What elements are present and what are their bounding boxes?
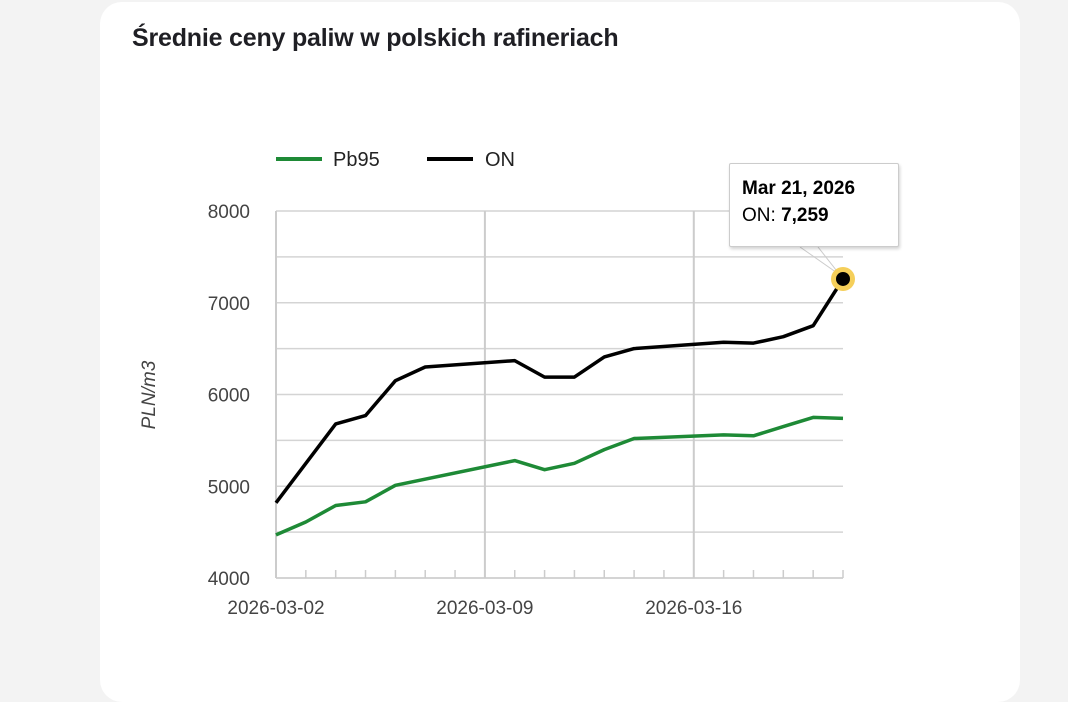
y-axis-labels: 8000 7000 6000 5000 4000	[208, 202, 250, 590]
tooltip: Mar 21, 2026 ON: 7,259	[729, 163, 899, 247]
chart-card	[100, 2, 1020, 702]
tooltip-value: 7,259	[781, 205, 829, 226]
grid-lines	[275, 210, 843, 579]
x-axis-labels: 2026-03-02 2026-03-09 2026-03-16	[227, 598, 742, 619]
x-tick-label: 2026-03-09	[436, 598, 533, 619]
chart-title: Średnie ceny paliw w polskich rafineriac…	[132, 24, 619, 52]
y-tick-label: 6000	[208, 386, 250, 407]
y-tick-label: 4000	[208, 569, 250, 590]
legend-label-pb95: Pb95	[333, 149, 380, 171]
y-tick-label: 7000	[208, 294, 250, 315]
legend-label-on: ON	[485, 149, 515, 171]
tooltip-pointer	[799, 246, 841, 276]
x-tick-label: 2026-03-02	[227, 598, 324, 619]
legend: Pb95 ON	[276, 149, 515, 171]
highlight-point[interactable]	[836, 271, 850, 286]
tooltip-value-row: ON: 7,259	[742, 202, 898, 230]
tooltip-date: Mar 21, 2026	[742, 178, 856, 199]
y-tick-label: 8000	[208, 202, 250, 223]
tooltip-series-label: ON:	[742, 205, 776, 226]
x-tick-label: 2026-03-16	[645, 598, 742, 619]
series-line-pb95[interactable]	[275, 415, 844, 537]
y-tick-label: 5000	[208, 477, 250, 498]
x-axis-ticks	[275, 570, 844, 578]
legend-item-on[interactable]: ON	[427, 149, 515, 171]
series-line-on[interactable]	[274, 278, 845, 504]
y-axis-title: PLN/m3	[139, 360, 160, 429]
legend-item-pb95[interactable]: Pb95	[276, 149, 380, 171]
